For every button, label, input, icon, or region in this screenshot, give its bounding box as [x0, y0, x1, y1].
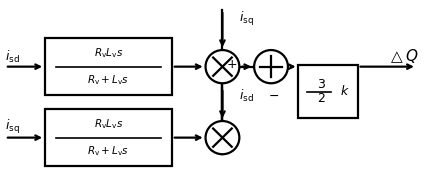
Bar	[45, 38, 172, 95]
Text: $R_{\rm v}+L_{\rm v}s$: $R_{\rm v}+L_{\rm v}s$	[87, 73, 129, 87]
Text: $k$: $k$	[340, 85, 350, 98]
Text: $i_{\rm sd}$: $i_{\rm sd}$	[239, 88, 254, 104]
Text: $3$: $3$	[317, 78, 326, 91]
Bar	[298, 65, 358, 118]
Text: $-$: $-$	[268, 89, 279, 102]
Text: $i_{\rm sd}$: $i_{\rm sd}$	[5, 49, 20, 65]
Text: $\triangle Q$: $\triangle Q$	[388, 47, 419, 65]
Ellipse shape	[254, 50, 288, 83]
Ellipse shape	[205, 121, 239, 154]
Text: $i_{\rm sq}$: $i_{\rm sq}$	[239, 10, 254, 28]
Text: $2$: $2$	[318, 92, 326, 105]
Text: $R_{\rm v}L_{\rm v}s$: $R_{\rm v}L_{\rm v}s$	[94, 46, 123, 60]
Text: $R_{\rm v}+L_{\rm v}s$: $R_{\rm v}+L_{\rm v}s$	[87, 144, 129, 158]
Text: $i_{\rm sq}$: $i_{\rm sq}$	[5, 118, 20, 136]
Ellipse shape	[205, 50, 239, 83]
Text: $R_{\rm v}L_{\rm v}s$: $R_{\rm v}L_{\rm v}s$	[94, 117, 123, 131]
Bar	[45, 109, 172, 166]
Text: $+$: $+$	[226, 58, 237, 71]
